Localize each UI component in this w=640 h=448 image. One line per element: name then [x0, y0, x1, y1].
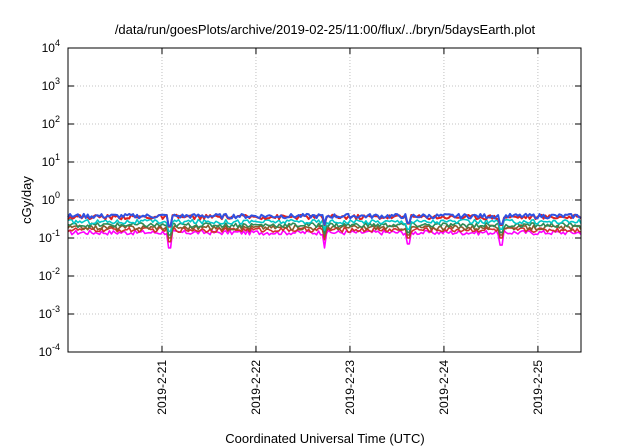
grid: [68, 48, 581, 352]
y-tick-label: 102: [42, 114, 60, 131]
series-line: [67, 212, 582, 227]
y-tick-labels: 10-4 10-3 10-2 10-1 100 101 102 103 104: [39, 38, 60, 359]
y-tick-label: 10-2: [39, 266, 60, 283]
x-tick-label: 2019-2-24: [437, 360, 451, 415]
x-axis-label: Coordinated Universal Time (UTC): [225, 431, 424, 446]
x-tick-labels: 2019-2-21 2019-2-22 2019-2-23 2019-2-24 2019…: [155, 360, 545, 415]
ticks: [68, 47, 581, 353]
x-tick-label: 2019-2-22: [249, 360, 263, 415]
series-line: [67, 222, 582, 236]
y-tick-label: 10-3: [39, 304, 60, 321]
y-tick-label: 100: [42, 190, 60, 207]
y-axis-label: cGy/day: [19, 176, 34, 224]
series-layer: [67, 212, 582, 249]
x-tick-label: 2019-2-25: [531, 360, 545, 415]
y-tick-label: 101: [42, 152, 60, 169]
series-line: [67, 226, 582, 243]
x-tick-label: 2019-2-23: [343, 360, 357, 415]
chart-title: /data/run/goesPlots/archive/2019-02-25/1…: [115, 22, 536, 37]
series-line: [67, 224, 582, 239]
y-tick-label: 103: [42, 76, 60, 93]
series-line: [67, 218, 582, 233]
plot-frame: [67, 47, 582, 353]
x-tick-label: 2019-2-21: [155, 360, 169, 415]
y-tick-label: 104: [42, 38, 60, 55]
y-tick-label: 10-1: [39, 228, 60, 245]
y-tick-label: 10-4: [39, 342, 60, 359]
